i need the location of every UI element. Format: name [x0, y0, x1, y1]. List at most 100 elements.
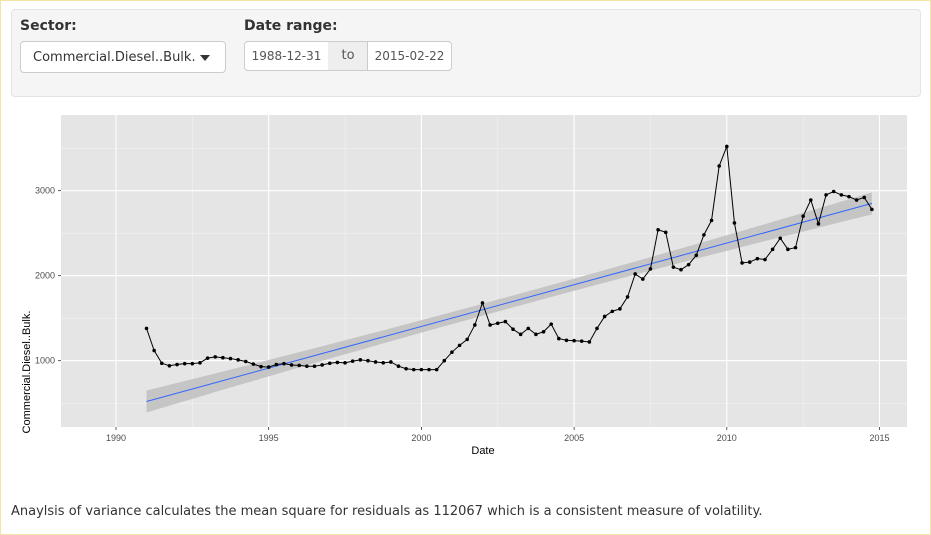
data-point	[289, 363, 294, 367]
data-point	[381, 361, 386, 365]
x-tick-label: 2010	[717, 433, 737, 443]
data-point	[793, 245, 798, 250]
date-range-separator: to	[328, 41, 368, 71]
grid-minor	[61, 115, 907, 427]
data-point	[335, 360, 340, 365]
data-point	[350, 359, 355, 363]
data-point	[679, 267, 683, 272]
data-point	[175, 362, 179, 367]
data-point	[167, 363, 172, 368]
data-point	[526, 326, 531, 331]
data-point	[251, 362, 256, 366]
data-point	[618, 307, 622, 311]
data-point	[427, 367, 431, 372]
data-point	[610, 309, 615, 314]
y-tick-label: 1000	[35, 356, 55, 366]
data-point	[190, 361, 195, 366]
data-point	[824, 193, 828, 197]
data-point	[717, 164, 721, 168]
data-point	[450, 350, 454, 354]
data-point	[327, 361, 332, 366]
data-point	[236, 358, 240, 362]
data-point	[465, 337, 470, 342]
data-point	[182, 361, 187, 366]
x-tick-label: 2005	[564, 433, 584, 443]
data-point	[503, 319, 508, 324]
data-point	[778, 236, 783, 241]
sector-label: Sector:	[20, 18, 77, 34]
data-point	[602, 314, 607, 319]
data-point	[343, 361, 347, 365]
data-point	[648, 267, 653, 271]
data-point	[786, 247, 790, 252]
data-point	[694, 253, 699, 258]
data-point	[579, 339, 584, 343]
date-end-input[interactable]: 2015-02-22	[367, 41, 452, 71]
data-point	[305, 364, 309, 369]
data-point	[740, 261, 744, 265]
data-point	[419, 367, 424, 372]
axis-ticks: 1990 1995 2000 2005 2010 2015 1000 2000 3000	[35, 186, 890, 443]
y-tick-label: 2000	[35, 271, 55, 281]
data-point	[259, 364, 263, 369]
data-point	[434, 367, 439, 372]
y-axis-label: Commercial.Diesel..Bulk.	[21, 311, 33, 434]
x-tick-label: 1995	[259, 433, 279, 443]
data-point	[686, 262, 691, 267]
controls-panel: Sector: Commercial.Diesel..Bulk. Date ra…	[11, 9, 921, 97]
data-point	[572, 338, 576, 343]
data-point	[625, 295, 630, 299]
data-point	[702, 233, 706, 237]
data-point	[221, 355, 225, 360]
data-point	[839, 193, 844, 197]
sector-select[interactable]: Commercial.Diesel..Bulk.	[20, 41, 226, 73]
data-point	[488, 323, 492, 327]
data-point	[709, 218, 714, 223]
data-point	[282, 361, 286, 366]
data-point	[297, 363, 302, 368]
data-point	[725, 144, 729, 149]
data-point	[511, 327, 515, 332]
data-point	[404, 366, 408, 371]
data-point	[854, 198, 859, 202]
data-point	[266, 365, 271, 369]
data-point	[732, 221, 737, 225]
time-series-chart: 1990 1995 2000 2005 2010 2015 1000 2000 3000 Dat…	[21, 115, 907, 457]
data-point	[152, 348, 156, 353]
data-point	[816, 222, 821, 226]
data-point	[159, 361, 164, 366]
data-point	[862, 195, 867, 200]
data-point	[564, 338, 569, 343]
series-group	[144, 144, 874, 372]
data-point	[411, 367, 416, 372]
data-point	[228, 356, 233, 361]
data-point	[663, 230, 668, 235]
x-tick-label: 2000	[411, 433, 431, 443]
sector-select-value: Commercial.Diesel..Bulk.	[33, 50, 196, 65]
data-point	[144, 326, 149, 331]
data-point	[480, 301, 485, 305]
chevron-down-icon	[200, 55, 210, 61]
data-point	[243, 359, 248, 364]
data-point	[633, 272, 637, 276]
data-point	[274, 362, 279, 367]
data-point	[770, 247, 775, 252]
data-point	[389, 360, 393, 364]
data-point	[213, 355, 218, 359]
data-point	[641, 277, 645, 281]
data-point	[671, 265, 676, 269]
date-start-input[interactable]: 1988-12-31	[244, 41, 329, 71]
data-point	[831, 189, 836, 194]
data-point	[557, 336, 561, 341]
data-point	[473, 323, 477, 327]
data-point	[595, 326, 599, 331]
trend-line	[146, 202, 873, 402]
trend-line-group	[146, 202, 873, 402]
date-range-label: Date range:	[244, 18, 338, 34]
data-point	[541, 329, 546, 334]
data-point	[808, 198, 813, 202]
data-point	[442, 358, 447, 363]
data-point	[656, 227, 660, 232]
x-tick-label: 1990	[106, 433, 126, 443]
data-point	[518, 332, 523, 337]
